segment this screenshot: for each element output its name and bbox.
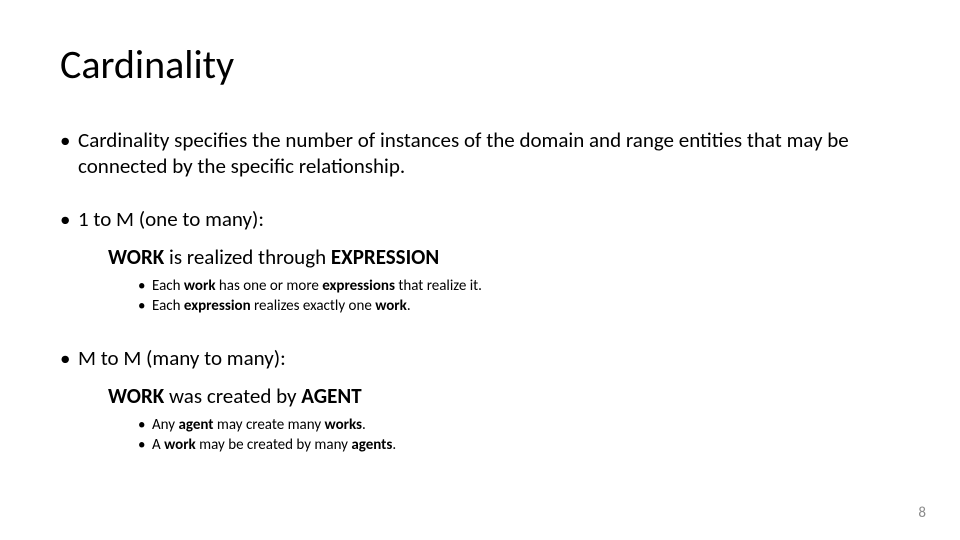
t: may create many [214,416,325,434]
list-item: Any agent may create many works. [60,415,900,435]
sub-pre: WORK [108,383,169,409]
t: work [164,436,196,454]
sub-pre: WORK [108,244,169,270]
t: has one or more [216,277,323,295]
t: . [392,436,396,454]
t: A [152,436,164,454]
t: work [184,277,216,295]
sub-post: AGENT [297,383,362,409]
t: Any [152,416,178,434]
t: work [375,297,407,315]
t: may be created by many [196,436,352,454]
t: expression [184,297,251,315]
sub-verb: was created by [169,383,297,409]
section-many-to-many: M to M (many to many): WORK was created … [60,345,900,456]
intro-bullet: Cardinality specifies the number of inst… [60,127,900,180]
page-number: 8 [918,504,926,522]
section-heading: M to M (many to many): [60,345,900,371]
section-heading: 1 to M (one to many): [60,206,900,232]
section-one-to-many: 1 to M (one to many): WORK is realized t… [60,206,900,317]
sub-verb: is realized through [169,244,326,270]
sub-post: EXPRESSION [326,244,439,270]
t: expressions [322,277,395,295]
slide: Cardinality Cardinality specifies the nu… [0,0,960,540]
list-item: A work may be created by many agents. [60,435,900,455]
t: . [362,416,366,434]
t: . [407,297,411,315]
t: that realize it. [395,277,482,295]
t: agent [178,416,213,434]
t: agents [351,436,392,454]
t: realizes exactly one [251,297,376,315]
t: works [325,416,363,434]
t: Each [152,277,184,295]
list-item: Each expression realizes exactly one wor… [60,296,900,316]
section-subheading: WORK is realized through EXPRESSION [60,244,900,270]
t: Each [152,297,184,315]
slide-title: Cardinality [60,40,900,89]
section-subheading: WORK was created by AGENT [60,383,900,409]
list-item: Each work has one or more expressions th… [60,276,900,296]
